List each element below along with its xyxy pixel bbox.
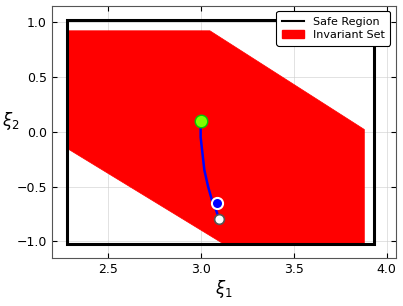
- Polygon shape: [67, 31, 364, 244]
- Y-axis label: $\xi_2$: $\xi_2$: [2, 110, 19, 132]
- X-axis label: $\xi_1$: $\xi_1$: [215, 278, 233, 300]
- Legend: Safe Region, Invariant Set: Safe Region, Invariant Set: [276, 11, 391, 46]
